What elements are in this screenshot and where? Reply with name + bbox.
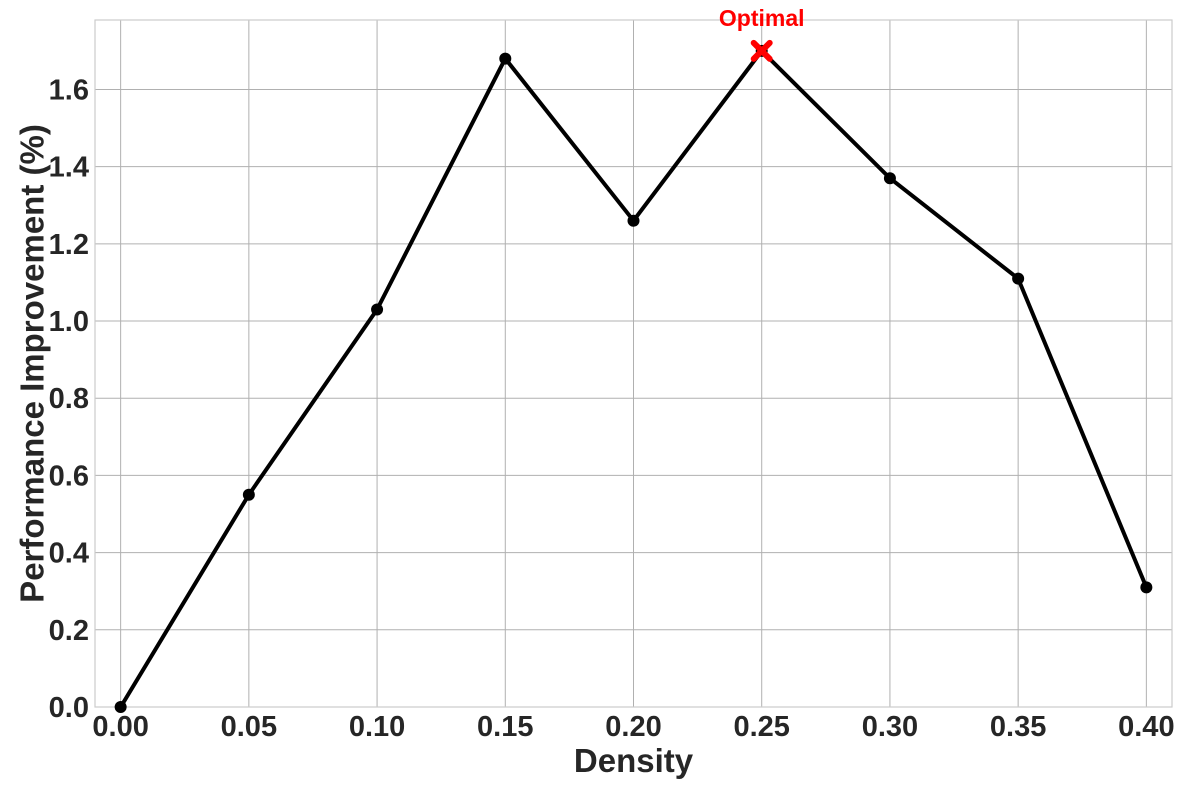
- data-point: [627, 214, 640, 227]
- data-point: [1012, 272, 1025, 285]
- x-tick-label: 0.25: [733, 711, 789, 743]
- data-point: [242, 488, 255, 501]
- x-axis-title: Density: [574, 742, 694, 779]
- x-tick-label: 0.10: [349, 711, 405, 743]
- y-tick-label: 0.0: [49, 692, 89, 724]
- plot-frame: [94, 19, 1173, 708]
- x-icon: [750, 39, 773, 62]
- y-tick-label: 0.8: [49, 383, 89, 415]
- x-tick-label: 0.20: [605, 711, 661, 743]
- data-point: [1140, 581, 1153, 594]
- x-tick-label: 0.40: [1118, 711, 1174, 743]
- y-axis-title: Performance Improvement (%): [14, 124, 51, 603]
- grid: [95, 20, 1172, 708]
- y-tick-label: 0.6: [49, 460, 89, 492]
- data-point: [371, 303, 384, 316]
- x-tick-labels: 0.00 0.05 0.10 0.15 0.20 0.25 0.30 0.35 0.40: [92, 711, 1174, 743]
- x-tick-label: 0.05: [221, 711, 277, 743]
- data-point: [114, 701, 127, 713]
- x-tick-label: 0.35: [990, 711, 1046, 743]
- data-point: [883, 172, 896, 185]
- x-tick-label: 0.15: [477, 711, 533, 743]
- y-tick-label: 1.4: [49, 152, 89, 184]
- y-tick-label: 0.4: [49, 538, 89, 570]
- data-point: [499, 52, 512, 65]
- y-tick-label: 1.0: [49, 306, 89, 338]
- y-tick-label: 1.2: [49, 229, 89, 261]
- annotation-layer: Optimal: [719, 5, 805, 62]
- x-tick-label: 0.30: [862, 711, 918, 743]
- annotation-label: Optimal: [719, 5, 805, 31]
- x-tick-label: 0.00: [92, 711, 148, 743]
- y-tick-labels: 0.0 0.2 0.4 0.6 0.8 1.0 1.2 1.4 1.6: [49, 74, 89, 724]
- y-tick-label: 1.6: [49, 74, 89, 106]
- y-tick-label: 0.2: [49, 615, 89, 647]
